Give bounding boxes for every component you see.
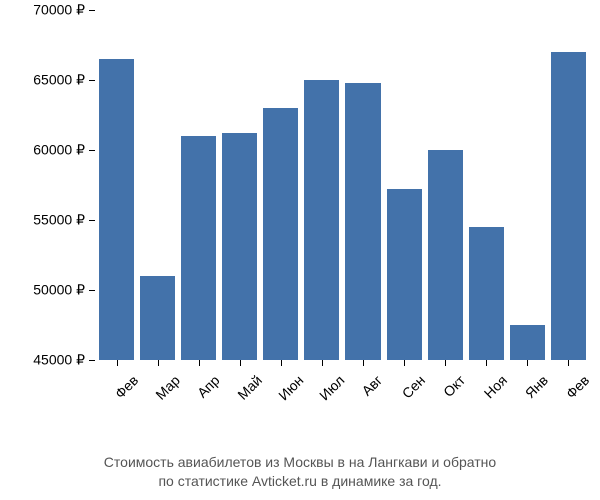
bar	[181, 136, 216, 360]
x-labels-group: ФевМарАпрМайИюнИюлАвгСенОктНояЯнвФев	[95, 360, 590, 450]
x-label-slot: Окт	[428, 360, 463, 450]
x-label-slot: Май	[222, 360, 257, 450]
bar	[551, 52, 586, 360]
x-label-slot: Июн	[263, 360, 298, 450]
x-label-slot: Авг	[345, 360, 380, 450]
y-tick-label: 55000 ₽	[33, 212, 85, 229]
bar	[387, 189, 422, 360]
chart-container: 45000 ₽50000 ₽55000 ₽60000 ₽65000 ₽70000…	[10, 10, 590, 450]
x-tick-label: Авг	[358, 372, 385, 399]
x-tick-mark	[199, 360, 200, 366]
x-tick-mark	[486, 360, 487, 366]
y-tick-label: 65000 ₽	[33, 72, 85, 89]
bar	[263, 108, 298, 360]
x-tick-label: Фев	[563, 372, 593, 402]
x-tick-label: Янв	[522, 372, 551, 401]
x-tick-label: Ноя	[481, 372, 510, 401]
x-label-slot: Янв	[510, 360, 545, 450]
x-label-slot: Сен	[387, 360, 422, 450]
y-axis: 45000 ₽50000 ₽55000 ₽60000 ₽65000 ₽70000…	[10, 10, 95, 360]
bar	[222, 133, 257, 360]
x-tick-label: Фев	[111, 372, 141, 402]
x-tick-label: Май	[234, 372, 265, 403]
y-tick-label: 45000 ₽	[33, 352, 85, 369]
bar	[428, 150, 463, 360]
x-label-slot: Фев	[99, 360, 134, 450]
caption-line1: Стоимость авиабилетов из Москвы в на Лан…	[104, 454, 496, 470]
x-tick-mark	[527, 360, 528, 366]
bar	[469, 227, 504, 360]
bar	[99, 59, 134, 360]
bar	[304, 80, 339, 360]
x-tick-mark	[568, 360, 569, 366]
x-tick-mark	[404, 360, 405, 366]
x-tick-label: Июл	[316, 372, 347, 403]
plot-area	[95, 10, 590, 360]
chart-caption: Стоимость авиабилетов из Москвы в на Лан…	[0, 453, 600, 492]
x-tick-mark	[117, 360, 118, 366]
x-tick-label: Апр	[194, 372, 223, 401]
x-axis: ФевМарАпрМайИюнИюлАвгСенОктНояЯнвФев	[95, 360, 590, 450]
x-label-slot: Ноя	[469, 360, 504, 450]
x-tick-mark	[158, 360, 159, 366]
y-tick-label: 60000 ₽	[33, 142, 85, 159]
x-label-slot: Июл	[304, 360, 339, 450]
x-tick-mark	[281, 360, 282, 366]
x-tick-mark	[240, 360, 241, 366]
caption-line2: по статистике Avticket.ru в динамике за …	[158, 473, 441, 489]
x-tick-label: Мар	[152, 372, 183, 403]
x-tick-mark	[445, 360, 446, 366]
x-tick-mark	[363, 360, 364, 366]
bar	[510, 325, 545, 360]
x-tick-mark	[322, 360, 323, 366]
bar	[140, 276, 175, 360]
x-label-slot: Мар	[140, 360, 175, 450]
x-tick-label: Июн	[275, 372, 306, 403]
y-tick-label: 70000 ₽	[33, 2, 85, 19]
x-tick-label: Сен	[399, 372, 428, 401]
bars-group	[95, 10, 590, 360]
x-tick-label: Окт	[440, 372, 468, 400]
bar	[345, 83, 380, 360]
x-label-slot: Фев	[551, 360, 586, 450]
x-label-slot: Апр	[181, 360, 216, 450]
y-tick-label: 50000 ₽	[33, 282, 85, 299]
